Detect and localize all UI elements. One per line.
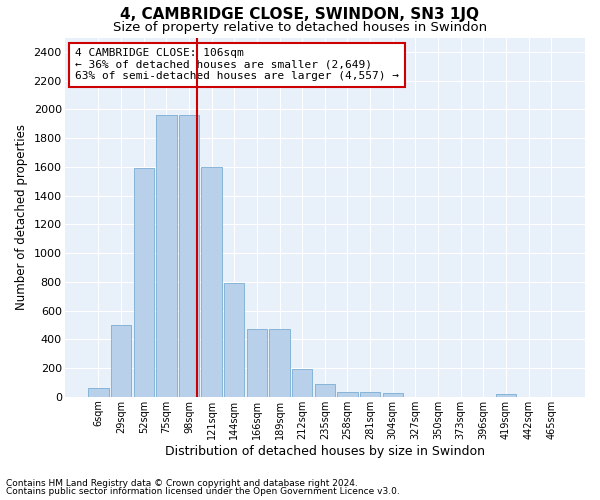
Bar [337, 392, 358, 397]
Text: Contains HM Land Registry data © Crown copyright and database right 2024.: Contains HM Land Registry data © Crown c… [6, 478, 358, 488]
Bar [496, 394, 516, 397]
Bar [111, 325, 131, 397]
Bar [383, 393, 403, 397]
Bar [156, 115, 176, 397]
Bar [88, 388, 109, 397]
Text: 4 CAMBRIDGE CLOSE: 106sqm
← 36% of detached houses are smaller (2,649)
63% of se: 4 CAMBRIDGE CLOSE: 106sqm ← 36% of detac… [75, 48, 399, 82]
Text: Size of property relative to detached houses in Swindon: Size of property relative to detached ho… [113, 21, 487, 34]
X-axis label: Distribution of detached houses by size in Swindon: Distribution of detached houses by size … [165, 444, 485, 458]
Bar [292, 369, 313, 397]
Bar [202, 167, 222, 397]
Bar [314, 384, 335, 397]
Bar [224, 284, 244, 397]
Bar [179, 115, 199, 397]
Text: 4, CAMBRIDGE CLOSE, SWINDON, SN3 1JQ: 4, CAMBRIDGE CLOSE, SWINDON, SN3 1JQ [121, 8, 479, 22]
Bar [134, 168, 154, 397]
Text: Contains public sector information licensed under the Open Government Licence v3: Contains public sector information licen… [6, 487, 400, 496]
Bar [360, 392, 380, 397]
Bar [247, 329, 267, 397]
Y-axis label: Number of detached properties: Number of detached properties [15, 124, 28, 310]
Bar [269, 329, 290, 397]
